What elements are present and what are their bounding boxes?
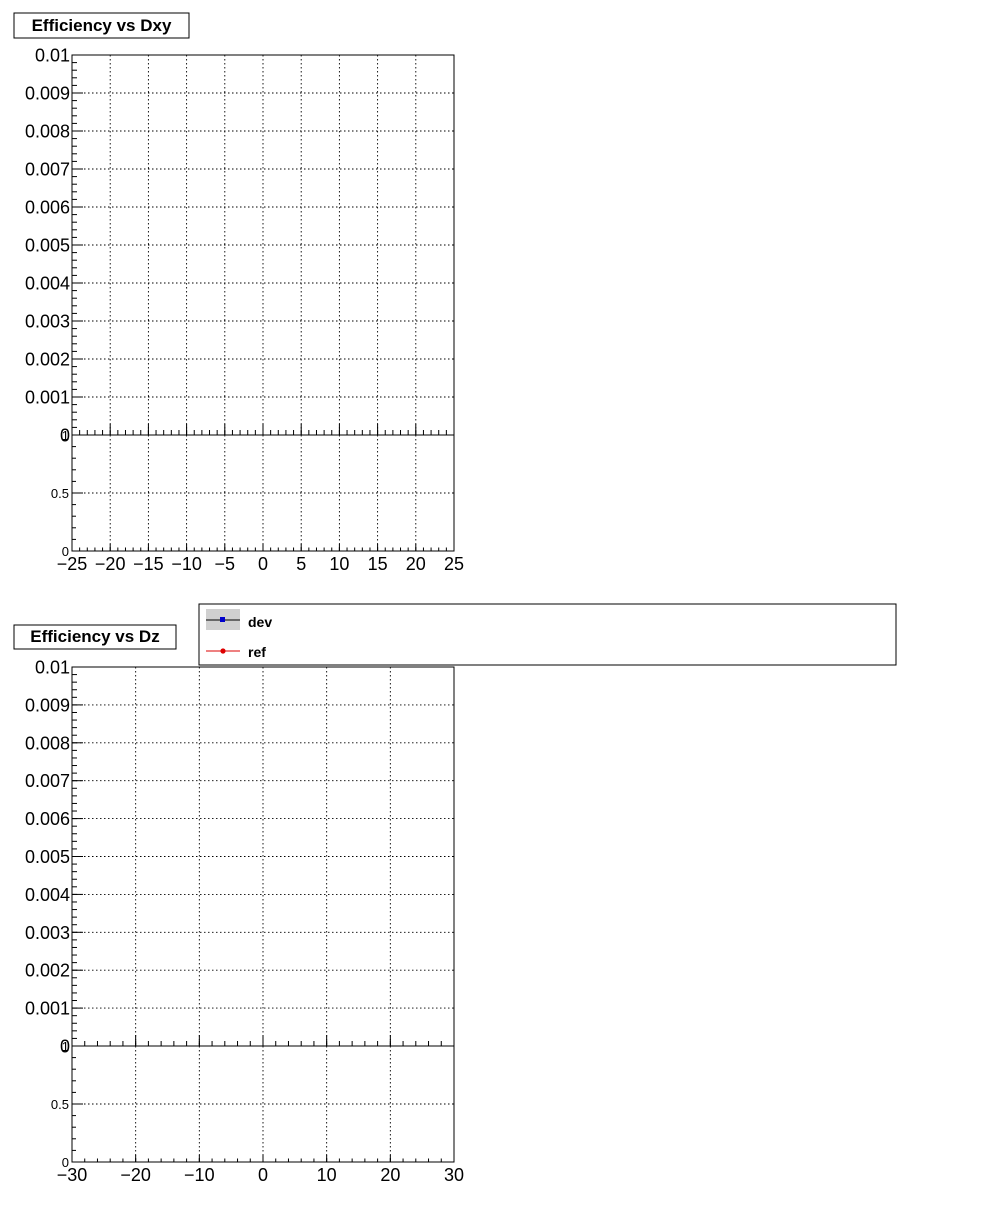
title-box-dz [13,624,177,650]
y-tick-label-main: 0.005 [25,236,70,256]
y-tick-label-ratio: 0 [62,544,69,559]
y-tick-label-ratio: 0.5 [51,1097,69,1112]
ratio-grid-dxy [72,435,454,551]
y-tick-label-main: 0.002 [25,350,70,370]
legend-box [198,603,897,666]
x-tick-label: −25 [57,554,88,574]
title-box-dxy [13,12,190,39]
x-tick-label: −5 [215,554,236,574]
y-tick-label-main: 0.008 [25,122,70,142]
x-tick-labels-dz: −30 −20 −10 0 10 20 30 [57,1165,464,1185]
x-tick-labels-dxy: −25 −20 −15 −10 −5 0 5 10 15 20 25 [57,554,464,574]
y-tick-label-main: 0.01 [35,658,70,678]
ratio-grid-dz [72,1046,454,1162]
ratio-y-tick-labels-dz: 00.51 [51,1039,69,1170]
main-grid-dz [72,667,454,1046]
y-tick-label-main: 0.007 [25,160,70,180]
ratio-ticks-dz [71,1045,455,1163]
y-tick-label-ratio: 0.5 [51,486,69,501]
legend-ref-label: ref [248,644,266,660]
main-ticks-dz [71,666,455,1047]
y-tick-label-main: 0.006 [25,198,70,218]
y-tick-label-main: 0.008 [25,733,70,753]
x-tick-label: 20 [406,554,426,574]
main-ticks-dxy [71,54,455,436]
x-tick-label: 10 [317,1165,337,1185]
y-tick-label-main: 0.006 [25,809,70,829]
y-tick-label-main: 0.001 [25,999,70,1019]
y-tick-label-main: 0.007 [25,771,70,791]
main-y-tick-labels-dz: 0 0.001 0.002 0.003 0.004 0.005 0.006 0.007 0.00… [25,658,70,1057]
x-tick-label: 15 [368,554,388,574]
x-tick-label: −20 [120,1165,151,1185]
x-tick-label: 0 [258,1165,268,1185]
y-tick-label-main: 0.005 [25,847,70,867]
x-tick-label: −30 [57,1165,88,1185]
legend-ref-marker-circle [220,648,226,654]
ratio-ticks-dxy [71,434,455,552]
y-tick-label-main: 0.002 [25,961,70,981]
y-tick-label-main: 0 [60,426,70,446]
ratio-y-tick-labels-dxy: 00.51 [51,428,69,559]
x-tick-label: 5 [296,554,306,574]
y-tick-label-main: 0.009 [25,695,70,715]
x-tick-label: −10 [171,554,202,574]
legend: dev ref [198,603,897,666]
x-tick-label: −15 [133,554,164,574]
legend-dev-label: dev [248,614,272,630]
x-tick-label: −10 [184,1165,215,1185]
y-tick-label-main: 0.004 [25,274,70,294]
x-tick-label: 30 [444,1165,464,1185]
y-tick-label-main: 0.009 [25,84,70,104]
chart-title-dxy: Efficiency vs Dxy [32,16,172,35]
chart-title-dz: Efficiency vs Dz [30,627,159,646]
x-tick-label: 0 [258,554,268,574]
y-tick-label-main: 0.01 [35,46,70,66]
y-tick-label-main: 0 [60,1037,70,1057]
y-tick-label-ratio: 1 [62,1039,69,1054]
main-y-tick-labels-dxy: 0 0.001 0.002 0.003 0.004 0.005 0.006 0.007 0.00… [25,46,70,446]
y-tick-label-main: 0.004 [25,885,70,905]
y-tick-label-ratio: 0 [62,1155,69,1170]
x-tick-label: 20 [380,1165,400,1185]
y-tick-label-main: 0.001 [25,388,70,408]
y-tick-label-main: 0.003 [25,312,70,332]
x-tick-label: 10 [329,554,349,574]
legend-dev-marker-square [220,617,225,622]
x-tick-label: 25 [444,554,464,574]
panel-dz: Efficiency vs Dz 0 0.001 0.002 0.003 0.004 0.… [13,624,464,1185]
panel-dxy: Efficiency vs Dxy 00.0010.0020.0030.0040… [13,12,464,574]
y-tick-label-main: 0.003 [25,923,70,943]
x-tick-label: −20 [95,554,126,574]
y-tick-label-ratio: 1 [62,428,69,443]
main-grid-dxy [72,55,454,435]
